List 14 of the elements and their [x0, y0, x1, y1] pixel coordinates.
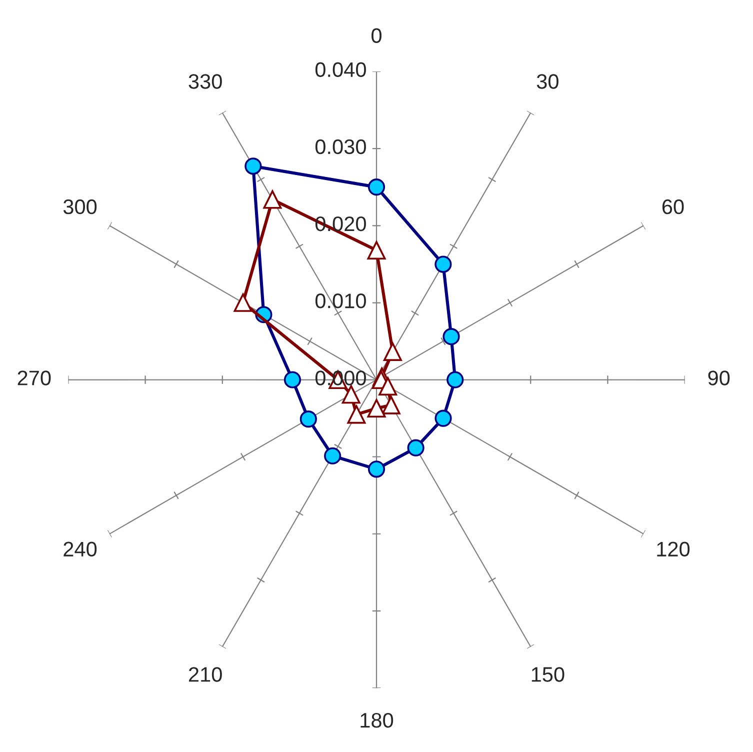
spoke-label: 180	[360, 712, 394, 728]
spoke-label: 60	[662, 199, 684, 214]
spoke-label: 150	[532, 667, 564, 682]
spoke-label: 30	[536, 74, 558, 89]
y-tick-label: 0.040	[315, 62, 366, 78]
spoke-label: 300	[63, 199, 97, 214]
spoke-label: 330	[188, 74, 222, 89]
spoke-label: 0	[372, 28, 382, 44]
spoke-label: 240	[64, 542, 97, 557]
spoke-label: 210	[188, 667, 222, 682]
spoke-label: 90	[708, 370, 730, 386]
y-tick-label: 0.030	[315, 139, 366, 154]
spoke-label: 270	[18, 370, 51, 386]
spoke-label: 120	[657, 542, 690, 557]
